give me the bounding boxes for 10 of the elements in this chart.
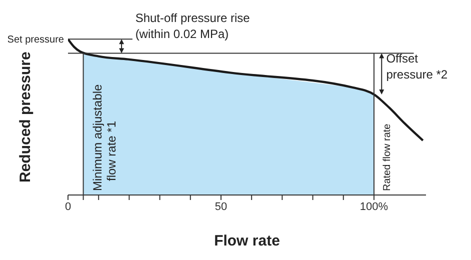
ref-line-label: Set pressure [7,34,64,46]
x-tick-label: 0 [64,200,72,213]
annotation: Shut-off pressure rise (within 0.02 MPa) [135,11,250,41]
annotation: Offset pressure *2 [386,52,448,82]
x-tick-label: 50 [214,200,228,213]
y-axis-title: Reduced pressure [17,52,34,183]
x-axis-title: Flow rate [214,232,280,250]
x-tick-label: 100% [360,200,388,213]
ref-line-label: Rated flow rate [382,123,393,191]
ref-line-label: Minimum adjustable flow rate *1 [90,84,118,191]
